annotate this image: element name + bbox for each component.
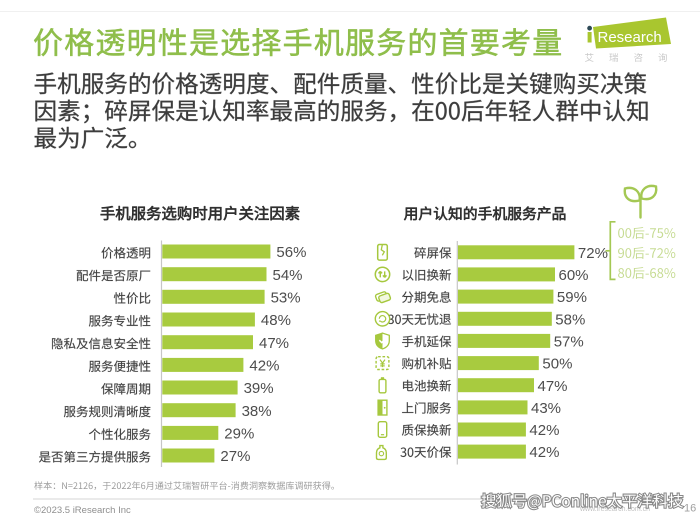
svg-text:54%: 54% — [273, 267, 303, 284]
svg-text:60%: 60% — [559, 267, 589, 284]
svg-text:Research: Research — [598, 29, 662, 46]
svg-text:43%: 43% — [531, 400, 561, 417]
svg-text:72%: 72% — [578, 245, 608, 262]
svg-text:29%: 29% — [224, 426, 254, 443]
svg-text:www.iresearch.com.cn: www.iresearch.com.cn — [579, 506, 650, 513]
svg-text:48%: 48% — [261, 312, 291, 329]
svg-text:42%: 42% — [249, 358, 279, 375]
svg-text:27%: 27% — [220, 448, 250, 465]
svg-text:58%: 58% — [555, 311, 585, 328]
svg-text:56%: 56% — [276, 244, 306, 261]
svg-text:53%: 53% — [271, 289, 301, 306]
svg-text:59%: 59% — [557, 289, 587, 306]
svg-text:50%: 50% — [542, 356, 572, 373]
svg-text:39%: 39% — [244, 380, 274, 397]
svg-text:42%: 42% — [529, 444, 559, 461]
svg-text:16: 16 — [684, 503, 696, 515]
svg-text:57%: 57% — [554, 334, 584, 351]
svg-text:47%: 47% — [538, 378, 568, 395]
svg-text:38%: 38% — [242, 403, 272, 420]
svg-text:42%: 42% — [529, 422, 559, 439]
svg-text:©2023.5 iResearch Inc: ©2023.5 iResearch Inc — [34, 505, 131, 516]
svg-text:47%: 47% — [259, 335, 289, 352]
